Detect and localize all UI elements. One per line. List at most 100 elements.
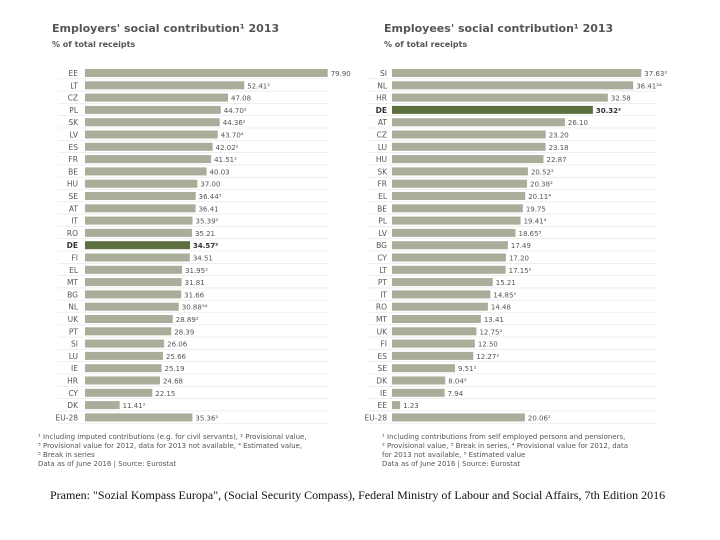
bar-row-lt: LT 17.15² <box>367 265 657 276</box>
bar-cy <box>85 388 153 397</box>
bar-row-hu: HU 37.00 <box>58 179 328 190</box>
bar-row-de: DE 30.32² <box>367 105 657 116</box>
value-label: 9.51² <box>458 365 477 373</box>
value-label: 7.94 <box>448 390 464 398</box>
bar-cz <box>392 130 546 139</box>
bar-row-dk: DK 8.04² <box>367 376 657 387</box>
value-label: 17.20 <box>509 255 529 263</box>
footnote-line: ¹ Including contributions from self empl… <box>382 433 626 441</box>
category-label: UK <box>68 315 79 324</box>
footnote-line: Data as of June 2016 | Source: Eurostat <box>382 460 521 468</box>
bar-row-eu-28: EU-28 35.36² <box>56 413 328 424</box>
bar-el <box>85 265 183 274</box>
bar-si <box>85 339 165 348</box>
value-label: 42.02² <box>216 144 239 152</box>
bar-row-mt: MT 31.81 <box>58 278 328 289</box>
category-label: BE <box>68 167 78 176</box>
bar-row-cz: CZ 23.20 <box>367 130 657 141</box>
category-label: PT <box>378 278 388 287</box>
value-label: 35.21 <box>195 230 215 238</box>
footnote-line: ² Provisional value, ³ Break in series, … <box>382 442 629 450</box>
bar-row-lt: LT 52.41² <box>58 81 328 92</box>
category-label: CY <box>68 389 78 398</box>
category-label: SK <box>68 118 79 127</box>
category-label: RO <box>67 229 78 238</box>
bar-ro <box>392 302 488 311</box>
bar-row-sk: SK 20.52² <box>367 167 657 178</box>
bar-ro <box>85 228 192 237</box>
chart-footnotes: ¹ Including contributions from self empl… <box>382 433 628 469</box>
bar-row-be: BE 19.75 <box>367 204 657 215</box>
category-label: HU <box>67 180 78 189</box>
bar-row-sk: SK 44.36² <box>58 118 328 129</box>
bar-fi <box>392 339 475 348</box>
value-label: 31.66 <box>184 291 205 299</box>
category-label: ES <box>69 143 79 152</box>
employees-bar-chart: SI 37.63² NL 36.41²⁴ HR 32.58 DE 30.32² AT 26.10 C… <box>365 69 667 424</box>
category-label: SE <box>378 364 388 373</box>
category-label: EU-28 <box>365 413 388 422</box>
category-label: BG <box>376 241 387 250</box>
bar-row-lv: LV 43.70⁴ <box>58 130 328 141</box>
chart-subtitle: % of total receipts <box>384 40 468 49</box>
bar-ee <box>392 401 401 410</box>
bar-row-ee: EE 1.23 <box>367 401 657 412</box>
bar-si <box>392 69 642 77</box>
bar-hr <box>85 376 160 385</box>
bar-row-bg: BG 17.49 <box>367 241 657 252</box>
category-label: DK <box>67 401 79 410</box>
bar-row-nl: NL 36.41²⁴ <box>367 81 662 92</box>
bar-nl <box>392 81 634 90</box>
category-label: DE <box>67 241 78 250</box>
bar-uk <box>392 327 477 336</box>
chart-subtitle: % of total receipts <box>52 40 136 49</box>
bar-lv <box>392 228 516 237</box>
value-label: 17.15² <box>509 267 532 275</box>
value-label: 44.70² <box>224 107 247 115</box>
value-label: 31.81 <box>185 279 205 287</box>
bar-row-mt: MT 13.41 <box>367 315 657 326</box>
bar-se <box>392 364 456 373</box>
value-label: 36.44³ <box>199 193 222 201</box>
bar-it <box>85 216 193 225</box>
bar-lt <box>85 81 245 90</box>
category-label: LV <box>379 229 388 238</box>
value-label: 24.68 <box>163 378 183 386</box>
category-label: AT <box>378 118 388 127</box>
value-label: 20.52² <box>531 168 554 176</box>
bar-ee <box>85 69 328 77</box>
category-label: EE <box>69 69 79 78</box>
bar-row-de: DE 34.57² <box>58 241 328 252</box>
chart-title: Employees' social contribution¹ 2013 <box>384 22 614 35</box>
source-note: Pramen: "Sozial Kompass Europa", (Social… <box>50 488 666 502</box>
bar-lv <box>85 130 218 139</box>
value-label: 18.65⁵ <box>519 230 542 238</box>
bar-row-at: AT 26.10 <box>367 118 657 129</box>
category-label: HR <box>376 94 387 103</box>
value-label: 52.41² <box>247 82 270 90</box>
category-label: BE <box>377 204 387 213</box>
value-label: 25.19 <box>165 365 185 373</box>
value-label: 12.50 <box>478 341 498 349</box>
bar-at <box>392 118 565 127</box>
bar-row-it: IT 14.85² <box>367 290 657 301</box>
category-label: IT <box>380 290 387 299</box>
value-label: 30.32² <box>596 107 621 115</box>
bar-at <box>85 204 196 213</box>
bar-row-se: SE 9.51² <box>367 364 657 375</box>
bar-de <box>85 241 191 250</box>
value-label: 19.41⁴ <box>524 218 547 226</box>
value-label: 34.51 <box>193 255 213 263</box>
category-label: EE <box>378 401 388 410</box>
value-label: 8.04² <box>448 378 467 386</box>
value-label: 12.27² <box>476 353 499 361</box>
bar-row-at: AT 36.41 <box>58 204 328 215</box>
bar-pt <box>392 278 493 287</box>
bar-row-cy: CY 22.15 <box>58 388 328 399</box>
bar-el <box>392 192 526 200</box>
category-label: FR <box>68 155 78 164</box>
bar-row-uk: UK 12.75² <box>367 327 657 338</box>
bar-nl <box>85 302 179 311</box>
category-label: IE <box>380 389 387 398</box>
category-label: PL <box>69 106 79 115</box>
